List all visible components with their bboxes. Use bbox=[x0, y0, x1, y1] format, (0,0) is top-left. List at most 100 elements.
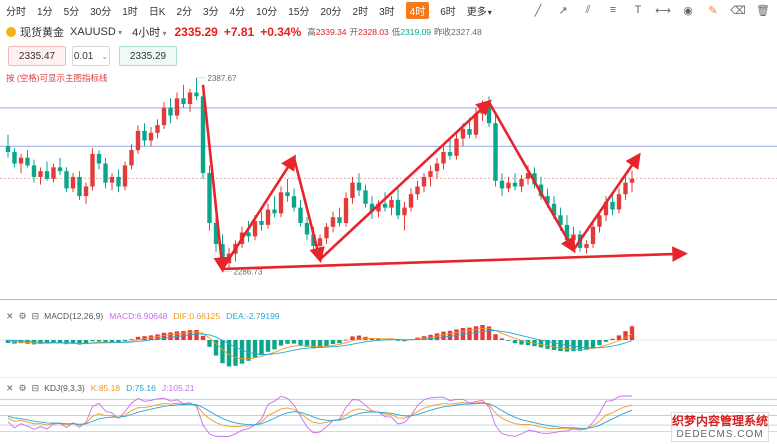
candle-body bbox=[187, 92, 193, 105]
candle-body bbox=[454, 138, 459, 156]
trend-arrow-4 bbox=[487, 101, 576, 254]
timeframe-13[interactable]: 3时 bbox=[379, 6, 395, 18]
candle-body bbox=[70, 176, 76, 189]
candlestick-chart[interactable]: 2387.67 2286.73 bbox=[0, 40, 777, 300]
timeframe-5[interactable]: 日K bbox=[148, 6, 166, 18]
settings-icon[interactable]: ⚙ bbox=[18, 310, 27, 321]
timeframe-4[interactable]: 1时 bbox=[122, 6, 138, 18]
lot-size-input[interactable]: 0.01 bbox=[72, 46, 110, 66]
timeframe-9[interactable]: 10分 bbox=[256, 6, 278, 18]
close-icon[interactable]: ✕ bbox=[6, 310, 14, 321]
channel-tool-icon[interactable]: ⫽ bbox=[585, 3, 591, 16]
macd-bar bbox=[571, 340, 576, 352]
candle-body bbox=[298, 207, 303, 223]
candle-body bbox=[181, 98, 186, 105]
timeframe-16[interactable]: 更多 bbox=[467, 3, 492, 18]
eye-icon[interactable]: ◉ bbox=[683, 4, 693, 17]
settings-icon[interactable]: ⚙ bbox=[18, 382, 27, 393]
ray-tool-icon[interactable]: ↗ bbox=[558, 4, 568, 17]
macd-bar bbox=[285, 340, 290, 344]
price-change-pct: +0.34% bbox=[260, 25, 302, 39]
sell-price-button[interactable]: 2335.47 bbox=[8, 46, 66, 66]
candle-body bbox=[369, 203, 375, 212]
trend-arrow-1 bbox=[221, 154, 297, 270]
candle-body bbox=[291, 196, 297, 208]
timeframe-3[interactable]: 30分 bbox=[90, 6, 112, 18]
macd-bar bbox=[109, 340, 115, 343]
main-panel-divider bbox=[0, 299, 777, 300]
draw-icon[interactable]: ✎ bbox=[708, 4, 718, 17]
buy-price-button[interactable]: 2335.29 bbox=[119, 46, 177, 66]
collapse-icon[interactable]: ⊟ bbox=[31, 310, 40, 321]
prev-close-stat: 昨收2327.48 bbox=[434, 27, 482, 37]
macd-bar bbox=[265, 340, 271, 352]
candle-body bbox=[558, 215, 563, 225]
candle-body bbox=[194, 92, 199, 97]
candle-body bbox=[590, 226, 596, 245]
candle-body bbox=[44, 171, 50, 179]
macd-bar bbox=[77, 340, 82, 345]
candle-body bbox=[57, 167, 63, 172]
candle-body bbox=[25, 157, 30, 166]
candle-body bbox=[343, 198, 349, 223]
macd-bar bbox=[493, 334, 498, 340]
candle-body bbox=[376, 203, 381, 212]
candle-body bbox=[142, 130, 147, 141]
timeframe-7[interactable]: 3分 bbox=[203, 6, 219, 18]
macd-bar bbox=[330, 340, 336, 344]
collapse-icon[interactable]: ⊟ bbox=[31, 382, 40, 393]
price-change: +7.81 bbox=[223, 25, 255, 39]
timeframe-8[interactable]: 4分 bbox=[229, 6, 246, 18]
macd-panel-divider bbox=[0, 377, 777, 378]
timeframe-0[interactable]: 分时 bbox=[6, 6, 26, 18]
macd-bar bbox=[174, 331, 180, 340]
candle-body bbox=[538, 184, 544, 197]
timeframe-15[interactable]: 6时 bbox=[440, 6, 456, 18]
close-icon[interactable]: ✕ bbox=[6, 382, 14, 393]
candle-body bbox=[265, 209, 271, 225]
macd-bar bbox=[83, 340, 89, 344]
candle-body bbox=[584, 244, 589, 248]
timeframe-12[interactable]: 2时 bbox=[352, 6, 369, 18]
macd-bar bbox=[57, 340, 63, 344]
timeframe-6[interactable]: 2分 bbox=[176, 6, 193, 18]
low-price-label: 2286.73 bbox=[234, 267, 263, 276]
eraser-icon[interactable]: ⌫ bbox=[730, 4, 746, 17]
macd-bar bbox=[278, 340, 284, 346]
macd-bar bbox=[519, 340, 524, 345]
candle-body bbox=[64, 171, 69, 189]
macd-bar bbox=[246, 340, 251, 361]
candle-body bbox=[421, 176, 427, 187]
candle-body bbox=[259, 221, 264, 225]
symbol-selector[interactable]: XAUUSD bbox=[70, 26, 122, 38]
candle-body bbox=[285, 192, 290, 197]
text-tool-icon[interactable]: T bbox=[634, 4, 642, 16]
kdj-chart bbox=[0, 395, 777, 437]
candle-body bbox=[571, 234, 576, 241]
candle-body bbox=[311, 234, 316, 246]
macd-bar bbox=[551, 340, 557, 350]
macd-bar bbox=[220, 340, 225, 364]
trend-arrow-0 bbox=[201, 84, 230, 273]
measure-tool-icon[interactable]: ⟷ bbox=[655, 4, 671, 17]
candle-body bbox=[512, 182, 518, 187]
line-tool-icon[interactable]: ╱ bbox=[534, 4, 542, 17]
fib-tool-icon[interactable]: ≡ bbox=[609, 4, 617, 16]
macd-bar bbox=[376, 338, 381, 340]
candle-body bbox=[246, 232, 251, 237]
timeframe-2[interactable]: 5分 bbox=[63, 6, 80, 18]
timeframe-14[interactable]: 4时 bbox=[405, 1, 430, 19]
macd-bar bbox=[350, 336, 355, 340]
timeframe-10[interactable]: 15分 bbox=[288, 6, 310, 18]
quote-bar: 现货黄金 XAUUSD 4小时 2335.29 +7.81 +0.34% 高23… bbox=[0, 22, 485, 42]
clear-icon[interactable]: 🗑 bbox=[756, 4, 770, 17]
timeframe-11[interactable]: 20分 bbox=[320, 6, 342, 18]
candle-body bbox=[356, 182, 362, 191]
timeframe-1[interactable]: 1分 bbox=[37, 6, 53, 18]
macd-bar bbox=[96, 340, 102, 342]
candle-body bbox=[304, 222, 310, 235]
period-selector[interactable]: 4小时 bbox=[132, 24, 166, 40]
macd-bar bbox=[200, 335, 206, 340]
macd-bar bbox=[343, 339, 349, 341]
